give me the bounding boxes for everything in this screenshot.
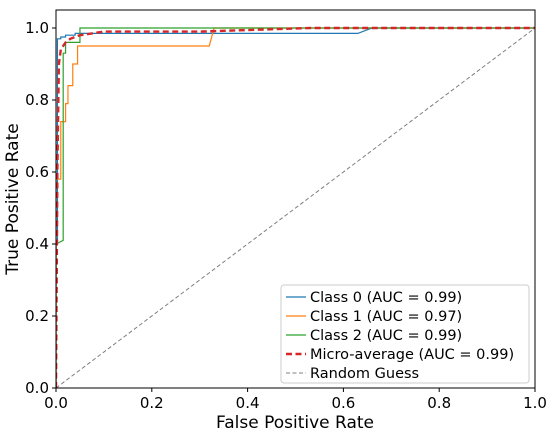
legend-box [280, 284, 530, 384]
y-axis-ticks: 0.0 0.2 0.4 0.6 0.8 1.0 [25, 19, 56, 397]
series-line-2 [56, 27, 535, 388]
x-tick-label: 0.6 [331, 394, 355, 412]
y-tick-label: 0.8 [25, 91, 49, 109]
x-tick-label: 1.0 [523, 394, 547, 412]
legend: Class 0 (AUC = 0.99) Class 1 (AUC = 0.97)… [280, 284, 530, 384]
x-tick-label: 0.8 [427, 394, 451, 412]
y-tick-label: 0.2 [25, 307, 49, 325]
legend-label: Micro-average (AUC = 0.99) [310, 347, 514, 363]
x-tick-label: 0.4 [236, 394, 260, 412]
x-tick-label: 0.0 [44, 394, 68, 412]
y-axis-label: True Positive Rate [3, 123, 23, 275]
y-tick-label: 0.0 [25, 379, 49, 397]
legend-label: Class 0 (AUC = 0.99) [310, 290, 462, 306]
y-tick-label: 1.0 [25, 19, 49, 37]
plot-frame [55, 9, 536, 389]
x-axis-ticks: 0.0 0.2 0.4 0.6 0.8 1.0 [44, 388, 547, 412]
series-line-4 [56, 27, 535, 388]
x-axis-label: False Positive Rate [216, 413, 374, 433]
legend-label: Random Guess [310, 366, 419, 382]
legend-label: Class 2 (AUC = 0.99) [310, 328, 462, 344]
plot-lines [56, 26, 535, 388]
y-tick-label: 0.4 [25, 235, 49, 253]
y-tick-label: 0.6 [25, 163, 49, 181]
legend-label: Class 1 (AUC = 0.97) [310, 309, 462, 325]
x-tick-label: 0.2 [140, 394, 164, 412]
series-line-1 [56, 27, 535, 388]
series-line-3 [56, 26, 535, 388]
